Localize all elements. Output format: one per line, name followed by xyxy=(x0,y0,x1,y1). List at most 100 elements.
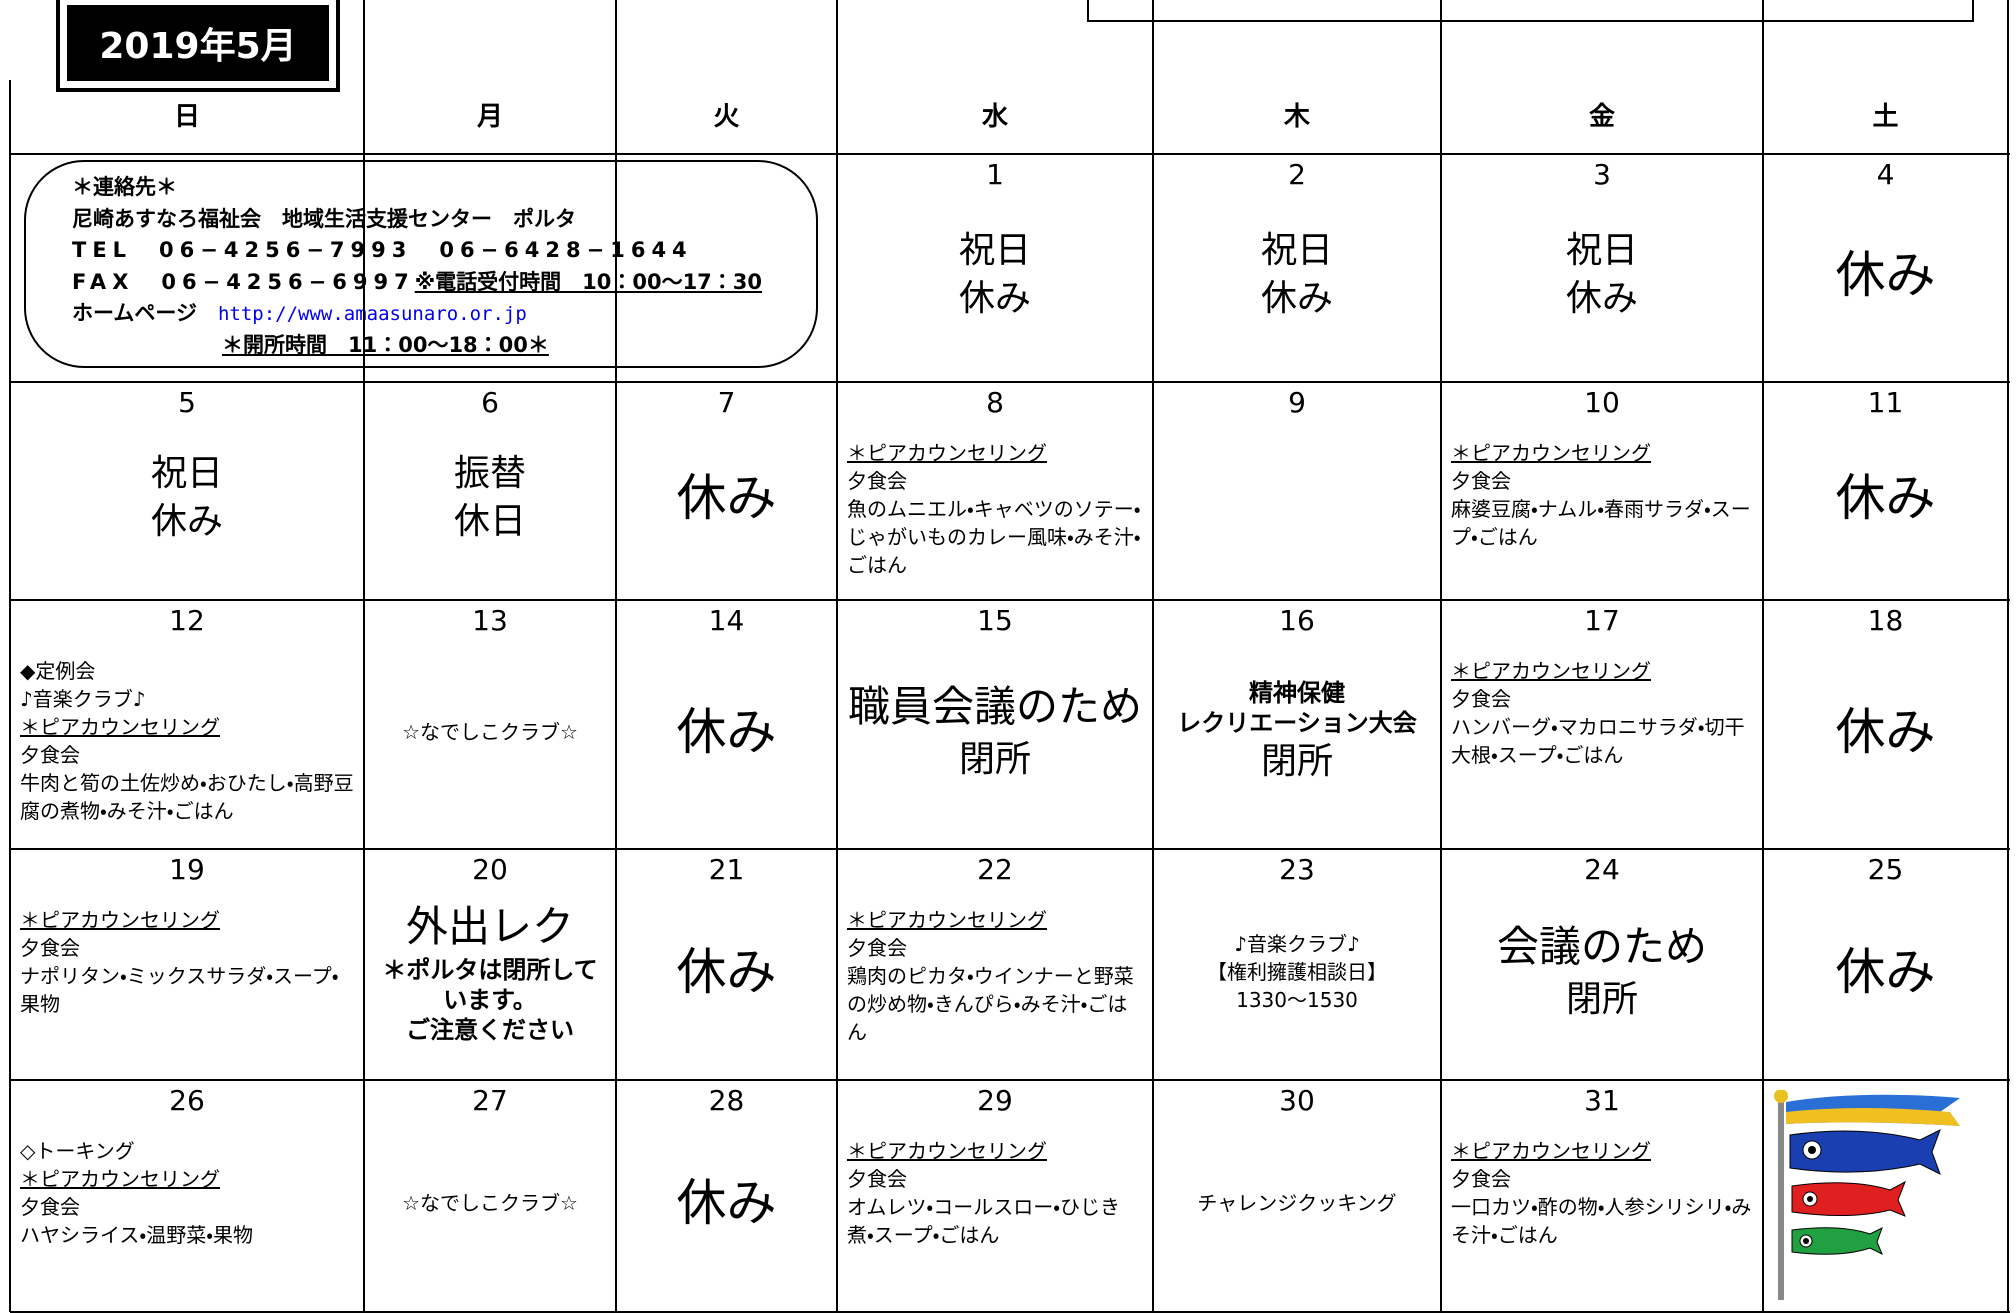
pupil xyxy=(1807,1196,1813,1202)
grid-line xyxy=(10,381,2010,383)
streamer-stripe xyxy=(1786,1108,1960,1126)
cell-text: 閉所 xyxy=(1565,978,1638,1020)
day-cell: 5 祝日 休み xyxy=(10,382,364,600)
weekday-label: 土 xyxy=(1872,102,1899,132)
day-number: 10 xyxy=(1584,386,1620,419)
pole xyxy=(1778,1090,1784,1300)
cell-content: ◆定例会 ♪音楽クラブ♪ ＊ピアカウンセリング 夕食会 牛肉と筍の土佐炒め・おひたし・高… xyxy=(20,637,354,843)
cell-text: 精神保健 xyxy=(1249,678,1345,707)
cell-content xyxy=(1163,419,1431,594)
carp-red xyxy=(1791,1180,1906,1217)
day-cell: 25 休み xyxy=(1763,849,2008,1080)
cell-text: 休み xyxy=(1835,942,1936,1001)
day-number: 26 xyxy=(169,1084,205,1117)
day-number: 4 xyxy=(1876,158,1895,191)
day-number: 28 xyxy=(708,1084,745,1117)
day-cell: 3 祝日 休み xyxy=(1441,154,1763,382)
cell-text: 一口カツ・酢の物・人参シリシリ・みそ汁・ごはん xyxy=(1451,1194,1752,1247)
day-number: 16 xyxy=(1279,604,1315,637)
cell-text: 閉所 xyxy=(1260,740,1333,782)
grid-line xyxy=(10,848,2010,850)
cell-text: ＊ピアカウンセリング xyxy=(1451,440,1651,465)
cell-text: ハヤシライス・温野菜・果物 xyxy=(20,1222,253,1247)
cell-text: ＊ピアカウンセリング xyxy=(20,1166,220,1191)
day-cell: 30 チャレンジクッキング xyxy=(1153,1080,1441,1312)
cell-text: 夕食会 xyxy=(20,1194,80,1219)
cell-text: 牛肉と筍の土佐炒め・おひたし・高野豆腐の煮物・みそ汁・ごはん xyxy=(20,770,354,823)
contact-fax: FAX 06−4256−6997 xyxy=(72,269,415,294)
day-number: 25 xyxy=(1867,853,1904,886)
cell-content: ＊ピアカウンセリング 夕食会 鶏肉のピカタ・ウインナーと野菜の炒め物・きんぴら・みそ… xyxy=(847,886,1143,1074)
day-cell: 7 休み xyxy=(616,382,837,600)
grid-line xyxy=(2007,0,2009,1312)
cell-text: ＊ピアカウンセリング xyxy=(847,440,1047,465)
cell-text: 会議のため xyxy=(1496,922,1707,972)
day-number: 23 xyxy=(1279,853,1315,886)
day-number: 31 xyxy=(1584,1084,1620,1117)
day-cell: 8 ＊ピアカウンセリング 夕食会 魚のムニエル・キャベツのソテー・じゃがいものカレー風… xyxy=(837,382,1153,600)
cell-text: ナポリタン・ミックスサラダ・スープ・果物 xyxy=(20,963,339,1016)
month-label: 2019年5月 xyxy=(67,5,329,81)
cell-text: ◆定例会 xyxy=(20,658,96,683)
day-cell: 22 ＊ピアカウンセリング 夕食会 鶏肉のピカタ・ウインナーと野菜の炒め物・きんぴら・… xyxy=(837,849,1153,1080)
cell-content: ＊ピアカウンセリング 夕食会 ハンバーグ・マカロニサラダ・切干大根・スープ・ごはん xyxy=(1451,637,1753,843)
weekday-label: 月 xyxy=(476,102,503,132)
cell-text: 夕食会 xyxy=(1451,468,1511,493)
cell-content: 職員会議のため 閉所 xyxy=(847,637,1143,843)
day-cell: 19 ＊ピアカウンセリング 夕食会 ナポリタン・ミックスサラダ・スープ・果物 xyxy=(10,849,364,1080)
grid-line xyxy=(10,1079,2010,1081)
day-number: 12 xyxy=(169,604,205,637)
cell-content: 休み xyxy=(1773,886,1998,1074)
day-number: 18 xyxy=(1867,604,1904,637)
day-number: 17 xyxy=(1584,604,1620,637)
cell-text: レクリエーション大会 xyxy=(1177,708,1417,737)
cell-text: 祝日 xyxy=(1565,229,1638,271)
weekday-label: 日 xyxy=(173,102,200,132)
contact-fax-row: FAX 06−4256−6997※電話受付時間 10：00〜17：30 xyxy=(72,267,786,299)
cell-content: ♪音楽クラブ♪ 【権利擁護相談日】 1330〜1530 xyxy=(1163,886,1431,1074)
grid-line xyxy=(363,0,365,1312)
day-cell: 31 ＊ピアカウンセリング 夕食会 一口カツ・酢の物・人参シリシリ・みそ汁・ごはん xyxy=(1441,1080,1763,1312)
day-number: 9 xyxy=(1288,386,1306,419)
day-number: 24 xyxy=(1584,853,1620,886)
day-cell: 17 ＊ピアカウンセリング 夕食会 ハンバーグ・マカロニサラダ・切干大根・スープ・ごは… xyxy=(1441,600,1763,849)
cell-text: 休み xyxy=(676,702,777,761)
contact-home-row: ホームページ http://www.amaasunaro.or.jp xyxy=(72,298,786,330)
cell-text: 夕食会 xyxy=(1451,1166,1511,1191)
cell-text: ◇トーキング xyxy=(20,1138,135,1163)
day-cell: 15 職員会議のため 閉所 xyxy=(837,600,1153,849)
day-cell: 23 ♪音楽クラブ♪ 【権利擁護相談日】 1330〜1530 xyxy=(1153,849,1441,1080)
cell-text: 夕食会 xyxy=(847,935,907,960)
cell-content: ＊ピアカウンセリング 夕食会 オムレツ・コールスロー・ひじき煮・スープ・ごはん xyxy=(847,1117,1143,1306)
pole-ball xyxy=(1774,1090,1788,1103)
day-cell: 12 ◆定例会 ♪音楽クラブ♪ ＊ピアカウンセリング 夕食会 牛肉と筍の土佐炒め・おひたし… xyxy=(10,600,364,849)
cell-text: ＊ピアカウンセリング xyxy=(20,714,220,739)
day-cell: 13 ☆なでしこクラブ☆ xyxy=(364,600,616,849)
cell-content: 外出レク ＊ポルタは閉所しています。 ご注意ください xyxy=(374,886,606,1074)
day-cell: 27 ☆なでしこクラブ☆ xyxy=(364,1080,616,1312)
weekday-label: 水 xyxy=(981,102,1008,132)
day-cell: 4 休み xyxy=(1763,154,2008,382)
cell-text: 休み xyxy=(676,1174,777,1233)
cell-content: 会議のため 閉所 xyxy=(1451,886,1753,1074)
cell-content: 休み xyxy=(626,419,827,594)
day-number: 7 xyxy=(717,386,736,419)
day-cell: 29 ＊ピアカウンセリング 夕食会 オムレツ・コールスロー・ひじき煮・スープ・ごはん xyxy=(837,1080,1153,1312)
cell-text: 休み xyxy=(958,278,1031,320)
cell-text: 鶏肉のピカタ・ウインナーと野菜の炒め物・きんぴら・みそ汁・ごはん xyxy=(847,963,1134,1044)
weekday-label: 火 xyxy=(713,102,740,132)
cell-text: 1330〜1530 xyxy=(1236,987,1358,1012)
cell-content: ＊ピアカウンセリング 夕食会 ナポリタン・ミックスサラダ・スープ・果物 xyxy=(20,886,354,1074)
day-cell: 28 休み xyxy=(616,1080,837,1312)
pupil xyxy=(1803,1238,1809,1244)
day-number: 22 xyxy=(977,853,1013,886)
cell-text: 職員会議のため xyxy=(847,682,1142,732)
cell-text: 休日 xyxy=(453,501,526,543)
day-number: 6 xyxy=(481,386,499,419)
open-hours: ＊開所時間 11：00〜18：00＊ xyxy=(222,332,549,357)
day-cell: 20 外出レク ＊ポルタは閉所しています。 ご注意ください xyxy=(364,849,616,1080)
grid-line xyxy=(10,153,2010,155)
koinobori-illustration xyxy=(1774,1090,1960,1300)
cell-content: 振替 休日 xyxy=(374,419,606,594)
